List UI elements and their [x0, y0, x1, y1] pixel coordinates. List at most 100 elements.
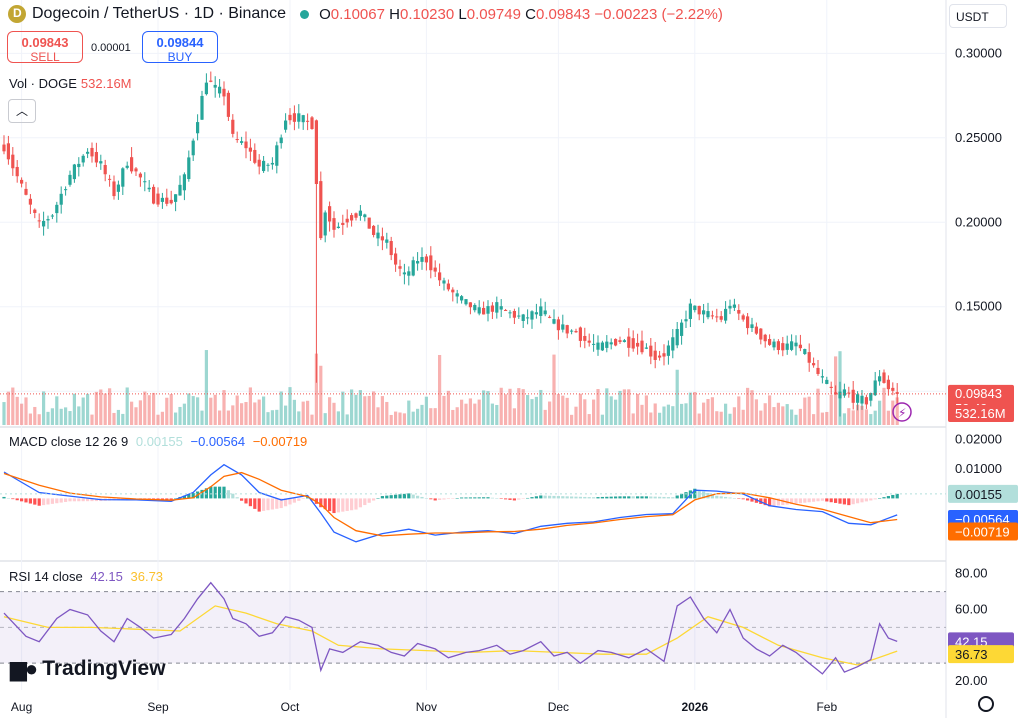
volume-bar[interactable]: [666, 404, 670, 425]
candle-body[interactable]: [759, 328, 763, 340]
volume-bar[interactable]: [68, 411, 72, 425]
macd-histogram-bar[interactable]: [464, 497, 468, 499]
volume-bar[interactable]: [446, 390, 450, 425]
volume-bar[interactable]: [680, 403, 684, 425]
candle-body[interactable]: [112, 181, 116, 197]
candle-body[interactable]: [213, 84, 217, 88]
macd-histogram-bar[interactable]: [55, 498, 59, 504]
candle-body[interactable]: [380, 236, 384, 241]
candle-body[interactable]: [715, 316, 719, 318]
candle-body[interactable]: [284, 120, 288, 130]
macd-histogram-bar[interactable]: [504, 498, 508, 500]
macd-histogram-bar[interactable]: [842, 498, 846, 505]
macd-histogram-bar[interactable]: [72, 498, 76, 502]
candle-body[interactable]: [11, 154, 15, 169]
candle-body[interactable]: [864, 397, 868, 405]
macd-line[interactable]: [3, 463, 898, 543]
candle-body[interactable]: [614, 338, 618, 346]
candle-body[interactable]: [103, 165, 107, 175]
volume-bar[interactable]: [812, 414, 816, 425]
volume-bar[interactable]: [108, 388, 112, 425]
volume-bar[interactable]: [442, 395, 446, 425]
macd-histogram-bar[interactable]: [279, 498, 283, 509]
macd-histogram-bar[interactable]: [790, 498, 794, 505]
macd-histogram-bar[interactable]: [521, 498, 525, 499]
buy-button[interactable]: 0.09844 BUY: [142, 31, 218, 64]
candle-body[interactable]: [446, 283, 450, 290]
macd-histogram-bar[interactable]: [816, 498, 820, 502]
volume-bar[interactable]: [288, 387, 292, 425]
macd-histogram-bar[interactable]: [627, 496, 631, 499]
macd-histogram-bar[interactable]: [794, 498, 798, 504]
volume-bar[interactable]: [618, 390, 622, 425]
candle-body[interactable]: [666, 345, 670, 356]
volume-bar[interactable]: [790, 409, 794, 425]
candle-body[interactable]: [618, 340, 622, 343]
candle-body[interactable]: [750, 324, 754, 328]
macd-histogram-bar[interactable]: [2, 496, 6, 499]
candle-body[interactable]: [842, 389, 846, 396]
candle-body[interactable]: [350, 215, 354, 221]
macd-histogram-bar[interactable]: [693, 488, 697, 499]
volume-bar[interactable]: [600, 414, 604, 425]
macd-histogram-bar[interactable]: [596, 497, 600, 499]
candle-body[interactable]: [266, 164, 270, 166]
macd-histogram-bar[interactable]: [37, 498, 41, 506]
candle-body[interactable]: [583, 335, 587, 341]
volume-bar[interactable]: [724, 403, 728, 425]
macd-histogram-bar[interactable]: [429, 498, 433, 500]
volume-bar[interactable]: [592, 399, 596, 425]
candle-body[interactable]: [468, 302, 472, 308]
candle-body[interactable]: [121, 168, 125, 187]
volume-bar[interactable]: [438, 354, 442, 425]
volume-bar[interactable]: [222, 390, 226, 425]
candle-body[interactable]: [882, 372, 886, 383]
candle-body[interactable]: [358, 210, 362, 216]
volume-bar[interactable]: [605, 388, 609, 425]
macd-histogram-bar[interactable]: [512, 498, 516, 501]
macd-histogram-bar[interactable]: [574, 496, 578, 499]
volume-bar[interactable]: [363, 396, 367, 425]
macd-histogram-bar[interactable]: [570, 496, 574, 499]
candle-body[interactable]: [200, 95, 204, 120]
macd-histogram-bar[interactable]: [891, 494, 895, 499]
candle-body[interactable]: [570, 330, 574, 332]
volume-bar[interactable]: [490, 403, 494, 425]
candle-body[interactable]: [724, 308, 728, 321]
macd-histogram-bar[interactable]: [675, 495, 679, 499]
candle-body[interactable]: [495, 302, 499, 313]
macd-histogram-bar[interactable]: [455, 498, 459, 499]
volume-bar[interactable]: [2, 402, 6, 425]
volume-bar[interactable]: [486, 391, 490, 425]
volume-bar[interactable]: [838, 351, 842, 425]
rsi-ma-line[interactable]: [3, 605, 898, 666]
macd-histogram-bar[interactable]: [372, 498, 376, 501]
volume-bar[interactable]: [565, 397, 569, 425]
macd-histogram-bar[interactable]: [275, 498, 279, 509]
candle-body[interactable]: [473, 304, 477, 311]
macd-histogram-bar[interactable]: [446, 498, 450, 499]
volume-bar[interactable]: [627, 389, 631, 425]
macd-histogram-bar[interactable]: [15, 498, 19, 501]
candle-body[interactable]: [600, 342, 604, 351]
volume-bar[interactable]: [631, 413, 635, 425]
macd-histogram-bar[interactable]: [609, 496, 613, 499]
volume-bar[interactable]: [895, 397, 899, 425]
candle-body[interactable]: [20, 179, 24, 184]
volume-bar[interactable]: [42, 391, 46, 425]
volume-bar[interactable]: [59, 408, 63, 425]
candle-body[interactable]: [653, 350, 657, 360]
candle-body[interactable]: [526, 317, 530, 319]
candle-body[interactable]: [94, 151, 98, 163]
macd-histogram-bar[interactable]: [798, 498, 802, 504]
candle-body[interactable]: [829, 386, 833, 388]
volume-bar[interactable]: [72, 393, 76, 425]
candle-body[interactable]: [424, 256, 428, 263]
volume-bar[interactable]: [746, 387, 750, 425]
symbol-name[interactable]: Dogecoin / TetherUS · 1D · Binance: [32, 5, 287, 22]
volume-bar[interactable]: [539, 389, 543, 425]
macd-histogram-bar[interactable]: [59, 498, 63, 503]
candle-body[interactable]: [275, 145, 279, 166]
volume-bar[interactable]: [785, 404, 789, 425]
candle-body[interactable]: [270, 162, 274, 165]
